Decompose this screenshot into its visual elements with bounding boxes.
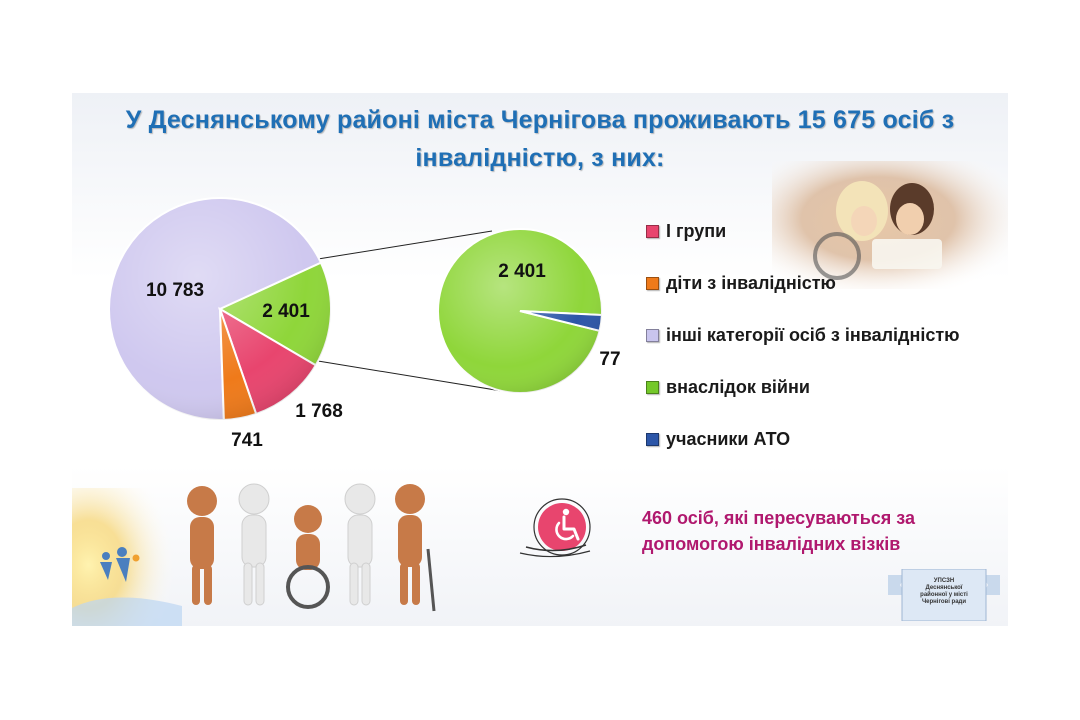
pie-main	[108, 197, 332, 421]
legend-marker-group1	[646, 225, 659, 238]
slide: У Деснянському районі міста Чернігова пр…	[72, 93, 1008, 626]
wheelchair-note: 460 осіб, які пересуваються за допомогою…	[642, 505, 972, 557]
legend-label-children: діти з інвалідністю	[666, 273, 836, 293]
badge-line-4: Чернігові ради	[921, 599, 967, 605]
family-logo	[72, 488, 182, 626]
organization-badge-text: УПСЗН Деснянської районної у місті Черні…	[914, 578, 974, 606]
legend-label-group1: І групи	[666, 221, 727, 241]
pie-sub-label-war: 2 401	[498, 261, 546, 282]
connector-line-bottom	[317, 360, 515, 394]
badge-line-1: УПСЗН	[933, 578, 955, 584]
connector-line-top	[317, 230, 493, 260]
legend-item-group1: І групи	[646, 221, 726, 242]
legend-item-ato: учасники АТО	[646, 429, 790, 450]
title-line-1: У Деснянському районі міста Чернігова пр…	[125, 106, 955, 134]
pie-main-label-group1: 1 768	[295, 401, 343, 422]
legend-marker-ato	[646, 433, 659, 446]
badge-line-3: районної у місті	[920, 592, 968, 598]
legend-marker-children	[646, 277, 659, 290]
slide-title: У Деснянському районі міста Чернігова пр…	[72, 101, 1008, 177]
pie-sub-shine	[438, 229, 602, 393]
note-line-1: 460 осіб, які пересуваються за	[642, 508, 915, 528]
legend-label-ato: учасники АТО	[666, 429, 791, 449]
legend-item-children: діти з інвалідністю	[646, 273, 836, 294]
legend-item-war: внаслідок війни	[646, 377, 810, 398]
legend-marker-war	[646, 381, 659, 394]
pie-sub-label-ato: 77	[599, 349, 620, 370]
legend-label-other: інші категорії осіб з інвалідністю	[666, 325, 960, 345]
organization-badge	[888, 569, 1000, 621]
pie-main-label-war: 2 401	[262, 301, 310, 322]
children-photo	[772, 161, 1008, 289]
pie-sub	[437, 228, 603, 394]
pie-labels: 10 783 2 401 1 768 741 2 401 77	[146, 261, 621, 451]
pie-main-label-other: 10 783	[146, 280, 204, 301]
legend-item-other: інші категорії осіб з інвалідністю	[646, 325, 960, 346]
title-line-2: інвалідністю, з них:	[415, 144, 665, 172]
pie-main-shine	[109, 198, 331, 420]
pie-charts: 10 783 2 401 1 768 741 2 401 77	[108, 197, 621, 451]
people-figures-illustration	[187, 483, 436, 612]
badge-line-2: Деснянської	[925, 585, 963, 591]
legend-label-war: внаслідок війни	[666, 377, 810, 397]
pie-main-label-children: 741	[231, 430, 263, 451]
legend-marker-other	[646, 329, 659, 342]
note-line-2: допомогою інвалідних візків	[642, 534, 901, 554]
wheelchair-icon	[519, 498, 591, 558]
